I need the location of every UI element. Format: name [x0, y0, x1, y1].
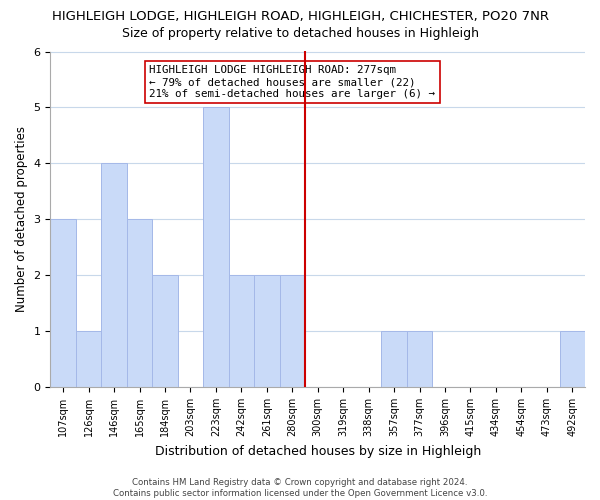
Bar	[76, 331, 101, 387]
Text: HIGHLEIGH LODGE, HIGHLEIGH ROAD, HIGHLEIGH, CHICHESTER, PO20 7NR: HIGHLEIGH LODGE, HIGHLEIGH ROAD, HIGHLEI…	[52, 10, 548, 23]
Text: HIGHLEIGH LODGE HIGHLEIGH ROAD: 277sqm
← 79% of detached houses are smaller (22): HIGHLEIGH LODGE HIGHLEIGH ROAD: 277sqm ←…	[149, 66, 436, 98]
Bar	[254, 275, 280, 387]
Bar	[203, 108, 229, 387]
Text: Size of property relative to detached houses in Highleigh: Size of property relative to detached ho…	[121, 28, 479, 40]
Bar	[101, 164, 127, 387]
Bar	[50, 220, 76, 387]
Y-axis label: Number of detached properties: Number of detached properties	[15, 126, 28, 312]
X-axis label: Distribution of detached houses by size in Highleigh: Distribution of detached houses by size …	[155, 444, 481, 458]
Bar	[127, 220, 152, 387]
Bar	[229, 275, 254, 387]
Bar	[280, 275, 305, 387]
Bar	[152, 275, 178, 387]
Text: Contains HM Land Registry data © Crown copyright and database right 2024.
Contai: Contains HM Land Registry data © Crown c…	[113, 478, 487, 498]
Bar	[560, 331, 585, 387]
Bar	[407, 331, 432, 387]
Bar	[382, 331, 407, 387]
